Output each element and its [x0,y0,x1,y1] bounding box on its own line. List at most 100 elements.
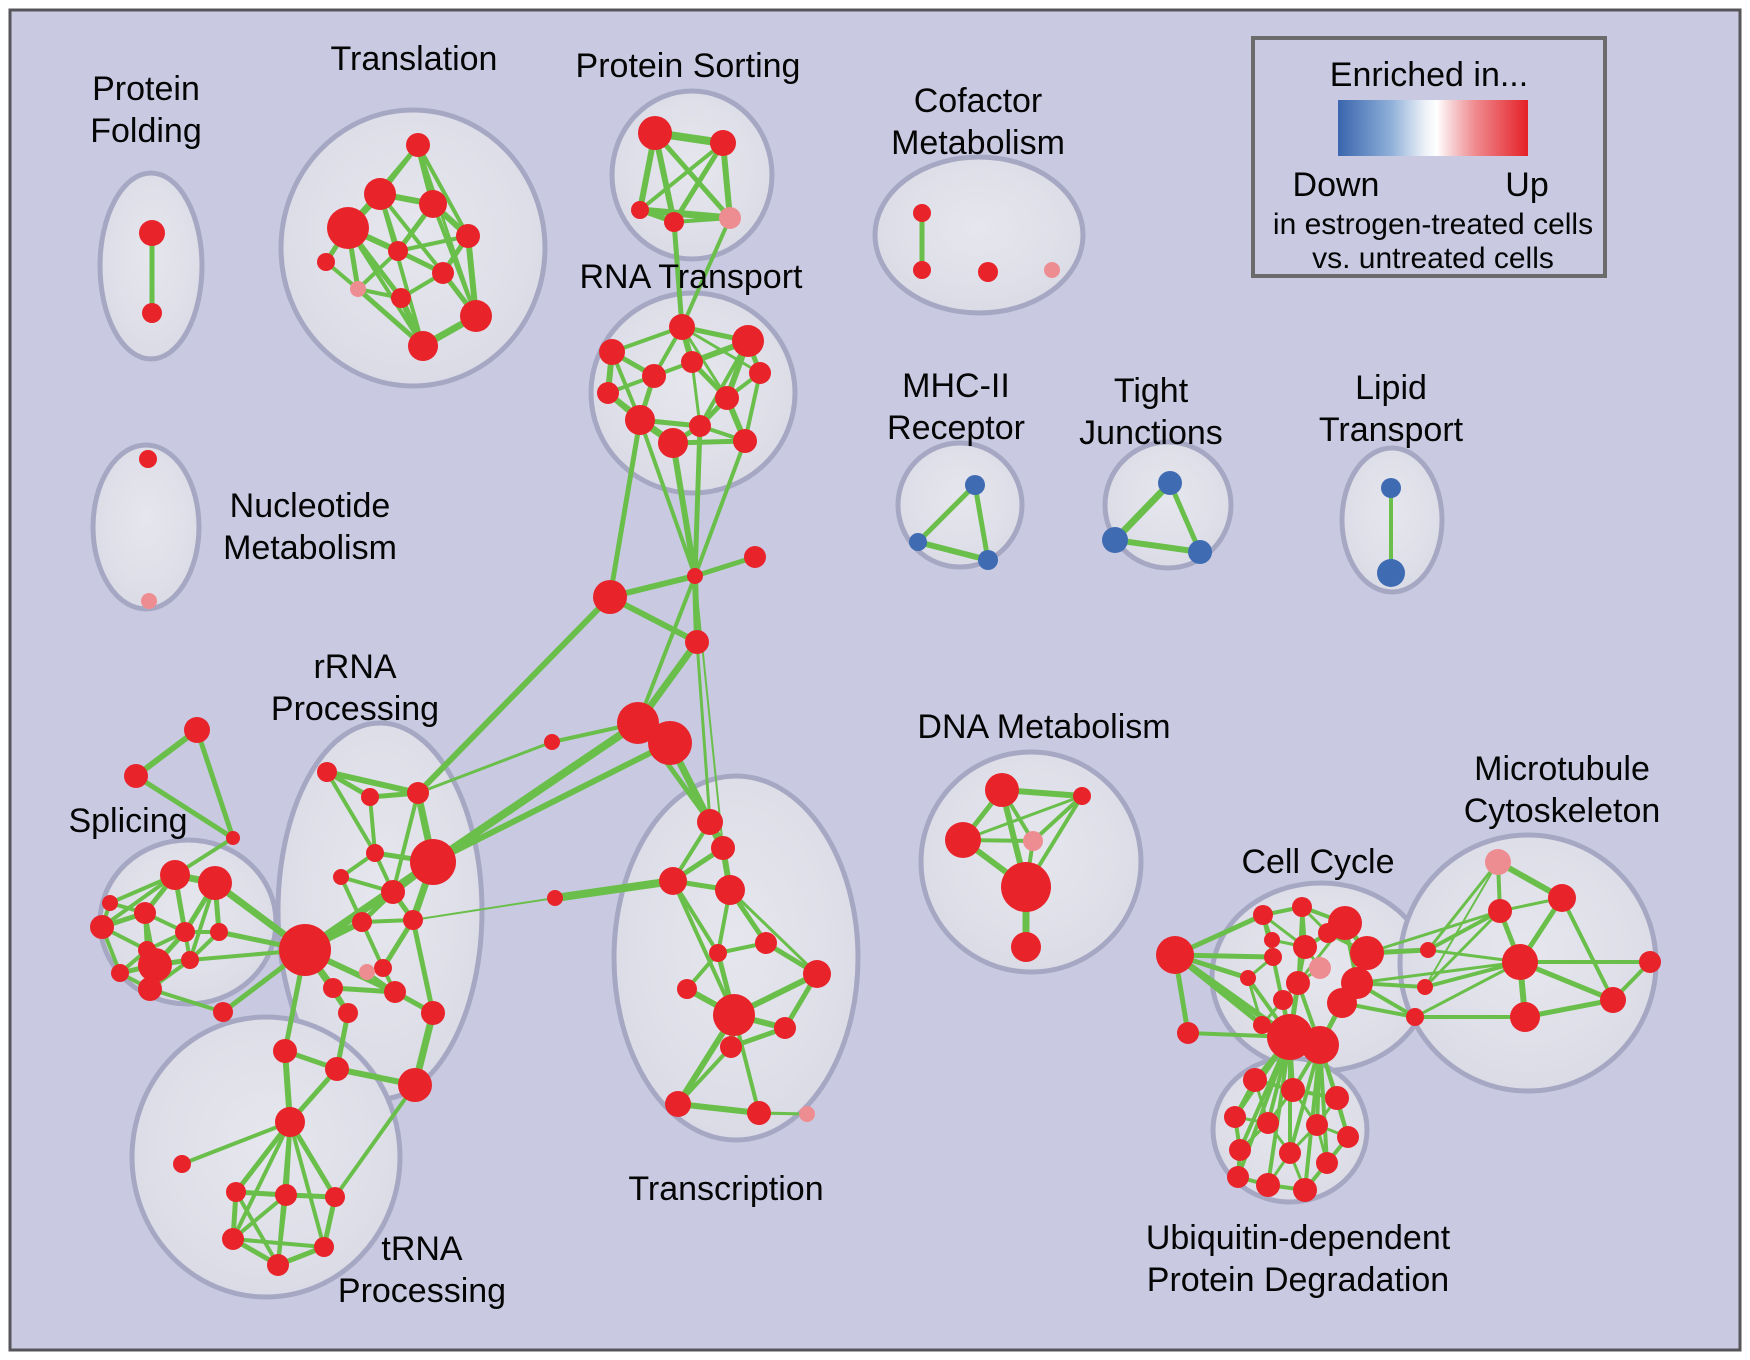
node-red [138,977,162,1001]
node-red [364,178,396,210]
node-red [1406,1008,1424,1026]
node-red [317,762,337,782]
node-red [222,1228,244,1250]
cluster-label-cofactor-metabolism: Cofactor Metabolism [891,82,1065,162]
node-red [1243,1068,1267,1092]
node-red [111,964,129,982]
node-red [749,362,771,384]
edge [378,192,425,348]
node-red [173,1155,191,1173]
legend-caption-line2: vs. untreated cells [1312,242,1554,275]
node-red [90,915,114,939]
node-red [1156,936,1194,974]
edge [148,987,225,1014]
node-red [184,717,210,743]
node-red [403,910,423,930]
node-red [733,429,757,453]
node-red [803,960,831,988]
node-blue [965,475,985,495]
cluster-label-splicing: Splicing [68,802,187,840]
node-red [1639,951,1661,973]
node-pink [359,964,375,980]
edge [346,226,425,348]
node-red [432,262,454,284]
node-red [687,568,703,584]
edge [416,740,554,795]
node-red [275,1107,305,1137]
node-red [139,220,165,246]
node-red [1337,1126,1359,1148]
legend-down-label: Down [1293,166,1380,204]
cluster-label-microtubule-cytoskeleton: Microtubule Cytoskeleton [1464,750,1661,830]
node-red [275,1184,297,1206]
edge [972,482,991,563]
node-red [139,450,157,468]
node-red [226,1182,246,1202]
node-red [1257,1112,1279,1134]
edge [694,575,724,849]
node-red [210,923,228,941]
node-red [1488,899,1512,923]
node-red [1420,942,1436,958]
node-red [669,314,695,340]
cluster-label-dna-metabolism: DNA Metabolism [917,708,1170,746]
edge [276,1193,288,1267]
cluster-label-translation: Translation [331,40,498,78]
node-red [1510,1002,1540,1032]
node-blue [1102,527,1128,553]
node-red [1227,1166,1249,1188]
node-red [677,979,697,999]
node-pink [141,593,157,609]
edge [368,795,377,855]
node-red [134,902,156,924]
node-red [408,331,438,361]
edge [430,740,673,865]
edge [231,1237,326,1249]
node-red [755,932,777,954]
node-red [325,1057,349,1081]
legend-up-label: Up [1505,166,1548,204]
cluster-ellipse-transcription [611,773,861,1143]
edge [429,719,642,866]
node-red [1073,787,1091,805]
node-blue [909,533,927,551]
edge [1266,1035,1292,1187]
edge [1560,896,1615,1002]
edge [1318,1043,1329,1165]
node-red [456,224,480,248]
cluster-label-protein-sorting: Protein Sorting [576,47,801,85]
node-pink [719,207,741,229]
node-red [689,415,711,437]
node-red [1325,1086,1349,1110]
cluster-label-rrna-processing: rRNA Processing [271,648,439,728]
node-red [460,300,492,332]
legend-gradient-bar [1338,100,1528,156]
cluster-label-ubiquitin-dependent-protein-degradation: Ubiquitin-dependent Protein Degradation [1146,1219,1451,1299]
cluster-label-lipid-transport: Lipid Transport [1319,369,1464,449]
node-pink [799,1106,815,1122]
edge [324,769,421,796]
edge [636,574,697,725]
node-red [599,339,625,365]
node-red [985,773,1019,807]
node-red [181,951,199,969]
legend: Enriched in... Down Up in estrogen-treat… [1251,36,1607,278]
node-red [160,860,190,890]
node-red [198,866,232,900]
node-red [1316,1152,1338,1174]
cluster-ellipse-tight-junctions [1102,439,1234,571]
node-red [175,922,195,942]
node-red [659,867,687,895]
node-red [593,580,627,614]
node-red [213,1002,233,1022]
edge [415,594,613,796]
node-red [388,241,408,261]
node-red [685,630,709,654]
node-red [1177,1022,1199,1044]
node-red [715,386,739,410]
node-pink [1309,957,1331,979]
edge [1365,909,1502,955]
node-pink [350,281,366,297]
cluster-label-cell-cycle: Cell Cycle [1241,843,1394,881]
